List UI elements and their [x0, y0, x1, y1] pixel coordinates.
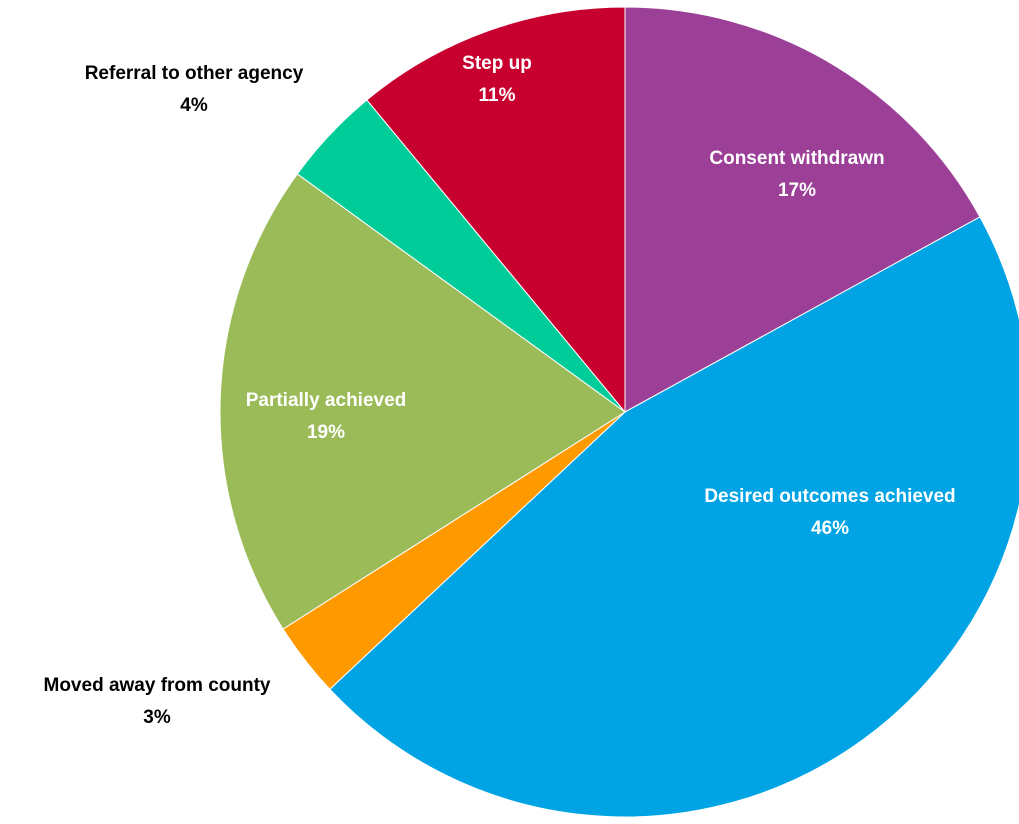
slice-category-label: Desired outcomes achieved — [704, 486, 955, 507]
slice-category-label: Moved away from county — [44, 675, 271, 696]
slice-label-partially-achieved: Partially achieved 19% — [246, 390, 407, 443]
pie-slice-consent-withdrawn — [624, 6, 981, 413]
slice-percent-label: 17% — [778, 180, 816, 201]
slice-category-label: Partially achieved — [246, 390, 407, 411]
slice-category-label: Step up — [462, 53, 532, 74]
slice-category-label: Consent withdrawn — [709, 148, 884, 169]
slice-percent-label: 11% — [479, 85, 516, 106]
slice-percent-label: 19% — [307, 422, 345, 443]
pie-slice-partially-achieved — [219, 173, 626, 630]
slice-percent-label: 3% — [143, 707, 171, 728]
pie-slice-desired-outcomes-achieved — [329, 216, 1019, 818]
slice-label-desired-outcomes-achieved: Desired outcomes achieved 46% — [704, 486, 955, 539]
slice-label-consent-withdrawn: Consent withdrawn 17% — [709, 148, 884, 201]
slices-layer — [219, 6, 1019, 818]
labels-layer: Consent withdrawn 17% Desired outcomes ach… — [44, 53, 956, 728]
slice-label-step-up: Step up 11% — [462, 53, 532, 106]
slice-percent-label: 4% — [180, 95, 208, 116]
pie-slice-step-up — [366, 6, 626, 414]
slice-label-moved-away-from-county: Moved away from county 3% — [44, 675, 271, 728]
slice-category-label: Referral to other agency — [85, 63, 304, 84]
slice-label-referral-to-other-agency: Referral to other agency 4% — [85, 63, 304, 116]
slice-percent-label: 46% — [811, 518, 849, 539]
